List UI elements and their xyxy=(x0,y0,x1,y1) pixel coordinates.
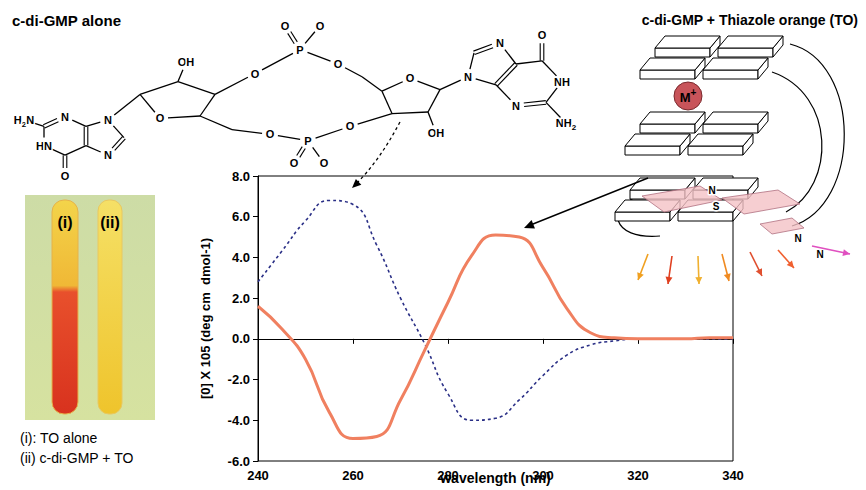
svg-text:O: O xyxy=(538,29,547,41)
svg-text:O: O xyxy=(334,58,343,70)
svg-text:M+: M+ xyxy=(680,87,697,105)
svg-text:O: O xyxy=(156,112,165,124)
svg-text:c-di-GMP + Thiazole orange (TO: c-di-GMP + Thiazole orange (TO) xyxy=(642,12,858,28)
svg-text:O: O xyxy=(320,157,329,169)
svg-text:NH: NH xyxy=(554,76,570,88)
svg-text:[0] X 105 (deg cm dmol-1): [0] X 105 (deg cm dmol-1) xyxy=(198,238,213,399)
svg-text:O: O xyxy=(251,68,260,80)
svg-text:240: 240 xyxy=(247,468,269,483)
svg-text:260: 260 xyxy=(342,468,364,483)
svg-text:(ii): (ii) xyxy=(100,214,120,231)
svg-text:280: 280 xyxy=(437,468,459,483)
svg-text:HN: HN xyxy=(36,140,52,152)
svg-text:O: O xyxy=(406,72,415,84)
svg-text:-4.0: -4.0 xyxy=(228,413,250,428)
svg-text:N: N xyxy=(794,233,801,244)
svg-text:N: N xyxy=(61,111,69,123)
svg-text:N: N xyxy=(512,100,520,112)
svg-text:4.0: 4.0 xyxy=(232,250,250,265)
svg-text:OH: OH xyxy=(178,56,195,68)
svg-text:-6.0: -6.0 xyxy=(228,454,250,469)
svg-text:O: O xyxy=(290,157,299,169)
svg-text:6.0: 6.0 xyxy=(232,209,250,224)
svg-text:NH2: NH2 xyxy=(556,117,577,132)
svg-text:-2.0: -2.0 xyxy=(228,372,250,387)
svg-text:2.0: 2.0 xyxy=(232,291,250,306)
svg-text:wavelength (nm): wavelength (nm) xyxy=(439,470,551,486)
svg-text:N: N xyxy=(496,37,504,49)
svg-text:O: O xyxy=(266,128,275,140)
svg-text:N: N xyxy=(104,114,112,126)
svg-text:300: 300 xyxy=(532,468,554,483)
svg-text:0.0: 0.0 xyxy=(232,331,250,346)
svg-text:O: O xyxy=(281,20,290,32)
svg-text:340: 340 xyxy=(722,468,744,483)
svg-text:O: O xyxy=(346,120,355,132)
svg-text:8.0: 8.0 xyxy=(232,169,250,184)
svg-text:OH: OH xyxy=(428,127,445,139)
svg-text:320: 320 xyxy=(627,468,649,483)
svg-text:N: N xyxy=(816,249,823,260)
svg-text:N: N xyxy=(708,185,715,196)
svg-text:P: P xyxy=(304,135,311,147)
svg-text:c-di-GMP alone: c-di-GMP alone xyxy=(12,12,121,29)
svg-text:P: P xyxy=(296,44,303,56)
svg-text:O: O xyxy=(316,20,325,32)
svg-text:(ii) c-di-GMP + TO: (ii) c-di-GMP + TO xyxy=(20,450,133,466)
svg-text:O: O xyxy=(61,170,70,182)
svg-text:(i): (i) xyxy=(57,214,72,231)
svg-text:(i): TO alone: (i): TO alone xyxy=(20,430,98,446)
svg-text:N: N xyxy=(464,71,472,83)
svg-text:N: N xyxy=(104,149,112,161)
svg-text:H2N: H2N xyxy=(14,114,34,129)
svg-text:S: S xyxy=(713,201,720,212)
